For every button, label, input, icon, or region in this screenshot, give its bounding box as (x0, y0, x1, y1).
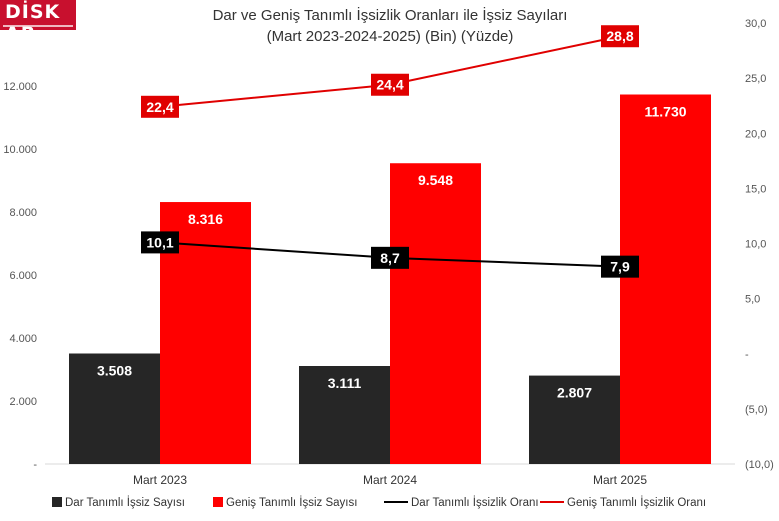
y-right-tick-label: (10,0) (745, 459, 774, 471)
bar-data-label: 11.730 (644, 104, 686, 120)
y-left-tick-label: 12.000 (3, 81, 37, 93)
bar-genis-issiz-sayisi (620, 94, 711, 464)
bar-data-label: 3.111 (328, 375, 362, 391)
y-left-tick-label: 2.000 (9, 396, 37, 408)
chart-subtitle: (Mart 2023-2024-2025) (Bin) (Yüzde) (266, 28, 514, 45)
disk-ar-logo: DİSK AR (0, 0, 76, 45)
line-genis-issizlik-orani (159, 35, 621, 108)
bar-data-label: 9.548 (418, 172, 453, 188)
y-right-tick-label: 10,0 (745, 239, 766, 251)
bar-data-label: 2.807 (557, 385, 592, 401)
line-data-label: 10,1 (146, 234, 173, 250)
line-data-label: 24,4 (376, 77, 403, 93)
legend-swatch (213, 497, 223, 507)
bar-data-label: 8.316 (188, 211, 223, 227)
bar-genis-issiz-sayisi (390, 163, 481, 464)
line-data-label: 22,4 (146, 99, 173, 115)
bar-dar-issiz-sayisi (529, 375, 620, 464)
chart-title: Dar ve Geniş Tanımlı İşsizlik Oranları i… (212, 7, 568, 24)
line-data-label-box (601, 255, 639, 278)
y-right-tick-label: 5,0 (745, 294, 760, 306)
y-right-tick-label: 30,0 (745, 18, 766, 30)
line-data-label: 8,7 (380, 250, 400, 266)
line-data-label-box (371, 73, 409, 96)
bar-dar-issiz-sayisi (299, 366, 390, 464)
y-left-tick-label: 6.000 (9, 270, 37, 282)
logo-brand-text: DİSK AR (5, 1, 61, 45)
y-left-tick-label: - (33, 459, 37, 471)
legend-label: Dar Tanımlı İşsizlik Oranı (411, 496, 539, 509)
logo-stripe (3, 25, 73, 27)
legend-label: Geniş Tanımlı İşsizlik Oranı (567, 496, 706, 509)
line-data-label-box (141, 95, 179, 118)
y-right-tick-label: 15,0 (745, 183, 766, 195)
y-left-tick-label: 8.000 (9, 207, 37, 219)
y-right-tick-label: - (745, 349, 749, 361)
line-data-label-box (601, 25, 639, 48)
y-right-tick-label: 20,0 (745, 128, 766, 140)
legend-swatch (52, 497, 62, 507)
legend-label: Geniş Tanımlı İşsiz Sayısı (226, 496, 357, 509)
bar-dar-issiz-sayisi (69, 353, 160, 464)
y-left-tick-label: 4.000 (9, 333, 37, 345)
legend-label: Dar Tanımlı İşsiz Sayısı (65, 496, 185, 509)
line-data-label: 28,8 (606, 28, 633, 44)
x-category-label: Mart 2025 (593, 473, 647, 487)
line-data-label-box (141, 231, 179, 254)
y-left-tick-label: 10.000 (3, 144, 37, 156)
line-data-label: 7,9 (610, 259, 630, 275)
y-right-tick-label: (5,0) (745, 404, 768, 416)
line-data-label-box (371, 246, 409, 269)
x-category-label: Mart 2023 (133, 473, 187, 487)
bar-data-label: 3.508 (97, 362, 132, 378)
y-right-tick-label: 25,0 (745, 73, 766, 85)
x-category-label: Mart 2024 (363, 473, 417, 487)
chart-title-block: Dar ve Geniş Tanımlı İşsizlik Oranları i… (150, 5, 630, 47)
